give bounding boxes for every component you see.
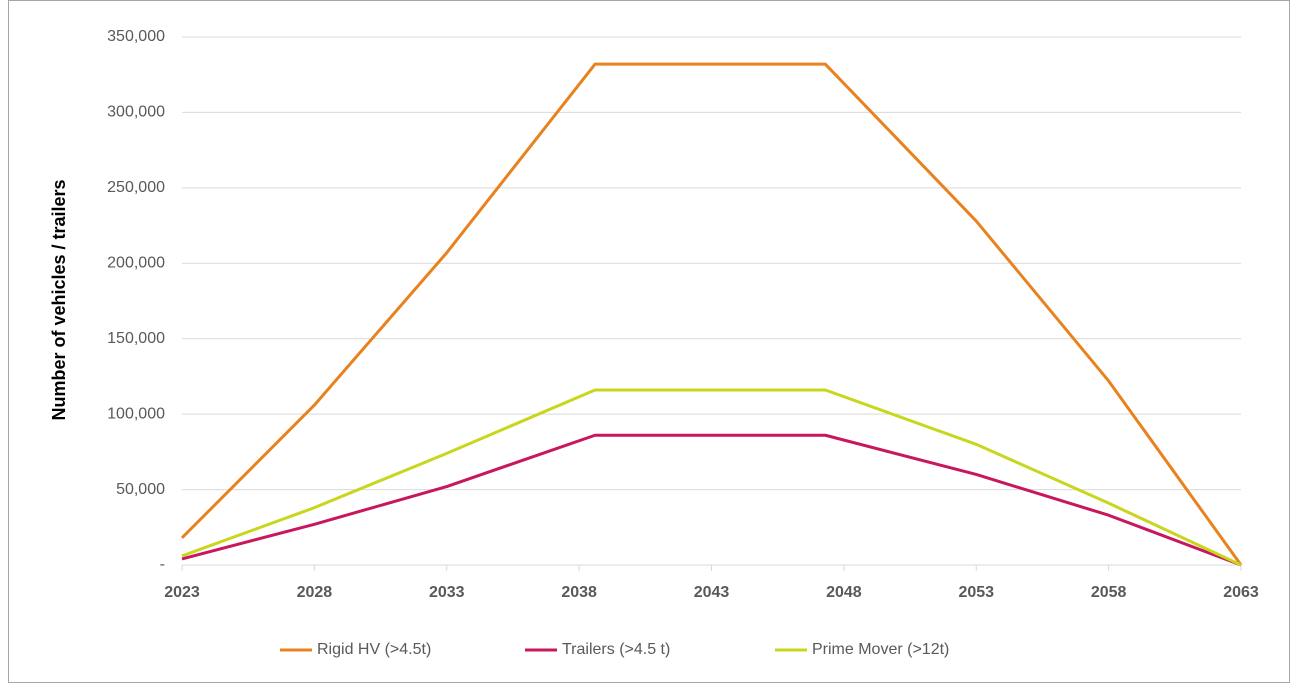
legend-label: Prime Mover (>12t) [812,641,949,658]
y-tick-label: - [160,556,165,573]
series-line [181,388,1242,567]
x-tick-label: 2028 [297,584,333,601]
x-tick-label: 2053 [958,584,994,601]
x-tick-label: 2063 [1223,584,1259,601]
y-axis-label: Number of vehicles / trailers [49,179,69,420]
y-tick-label: 50,000 [116,481,165,498]
x-tick-label: 2043 [694,584,730,601]
x-tick-label: 2048 [826,584,862,601]
x-tick-label: 2038 [561,584,597,601]
y-tick-label: 100,000 [107,405,165,422]
chart-frame [8,0,1290,683]
x-tick-label: 2033 [429,584,465,601]
legend-label: Rigid HV (>4.5t) [317,641,431,658]
y-tick-label: 150,000 [107,330,165,347]
x-tick-label: 2023 [164,584,200,601]
x-tick-label: 2058 [1091,584,1127,601]
y-tick-label: 350,000 [107,28,165,45]
series-line [180,62,1243,566]
y-tick-label: 250,000 [107,179,165,196]
y-tick-label: 300,000 [107,104,165,121]
series-line [181,433,1242,567]
legend-label: Trailers (>4.5 t) [562,641,670,658]
y-tick-label: 200,000 [107,255,165,272]
